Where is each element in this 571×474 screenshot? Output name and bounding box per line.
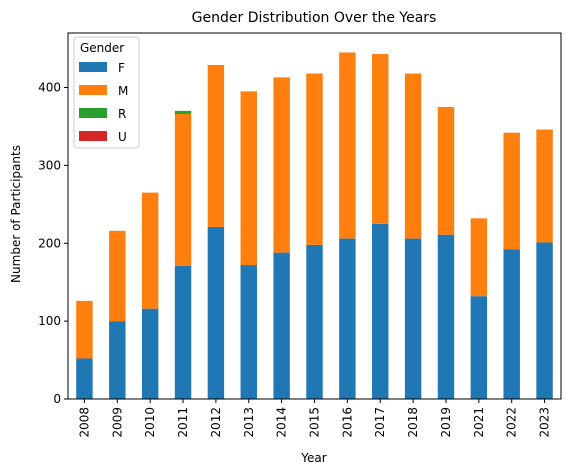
legend-label-R: R xyxy=(118,107,126,121)
bar-M-2015 xyxy=(306,73,323,245)
bar-F-2010 xyxy=(141,308,159,399)
bar-M-2010 xyxy=(141,192,159,309)
y-axis-label: Number of Participants xyxy=(9,145,23,283)
y-tick-label: 400 xyxy=(38,81,61,95)
x-tick-label: 2021 xyxy=(472,407,486,438)
bar-F-2021 xyxy=(470,296,488,399)
x-tick-label: 2018 xyxy=(406,407,420,438)
bars-layer xyxy=(76,52,553,399)
bar-F-2015 xyxy=(306,244,323,399)
x-tick-label: 2011 xyxy=(176,407,190,438)
bar-M-2008 xyxy=(76,300,93,359)
bar-F-2017 xyxy=(372,223,389,399)
x-axis: 2008 2009 2010 2011 2012 2013 2014 2015 2016 2017… xyxy=(77,399,552,438)
y-tick-label: 200 xyxy=(38,236,61,250)
legend-label-M: M xyxy=(118,84,128,98)
bar-M-2017 xyxy=(372,54,389,224)
bar-F-2008 xyxy=(76,358,93,399)
bar-M-2023 xyxy=(536,129,553,243)
bar-M-2011 xyxy=(174,113,192,266)
x-tick-label: 2013 xyxy=(242,407,256,438)
chart-title: Gender Distribution Over the Years xyxy=(192,10,437,26)
x-tick-label: 2017 xyxy=(373,407,387,438)
bar-F-2012 xyxy=(207,226,225,399)
x-tick-label: 2012 xyxy=(209,407,223,438)
y-tick-label: 300 xyxy=(38,158,61,172)
bar-F-2022 xyxy=(503,249,520,399)
legend-label-F: F xyxy=(118,61,125,75)
bar-F-2018 xyxy=(404,238,422,399)
bar-F-2019 xyxy=(437,234,455,399)
bar-F-2016 xyxy=(339,238,356,399)
x-tick-label: 2010 xyxy=(143,407,157,438)
bar-M-2019 xyxy=(437,106,455,235)
y-tick-label: 0 xyxy=(53,392,61,406)
x-tick-label: 2008 xyxy=(77,407,91,438)
x-axis-label: Year xyxy=(300,451,326,465)
legend-swatch-U xyxy=(79,131,107,141)
bar-F-2013 xyxy=(240,265,257,399)
bar-M-2014 xyxy=(273,77,290,253)
bar-M-2018 xyxy=(404,73,422,239)
legend-label-U: U xyxy=(118,130,127,144)
bar-F-2011 xyxy=(174,265,192,399)
x-tick-label: 2022 xyxy=(505,407,519,438)
bar-F-2014 xyxy=(273,252,290,399)
bar-F-2009 xyxy=(109,321,126,399)
x-tick-label: 2023 xyxy=(538,407,552,438)
bar-F-2023 xyxy=(536,242,553,399)
bar-M-2012 xyxy=(207,64,225,227)
bar-M-2022 xyxy=(503,132,520,250)
x-tick-label: 2014 xyxy=(275,407,289,438)
y-tick-label: 100 xyxy=(38,314,61,328)
legend-swatch-F xyxy=(79,62,107,72)
bar-R-2011 xyxy=(174,110,192,114)
legend-title: Gender xyxy=(80,41,124,55)
x-tick-label: 2019 xyxy=(439,407,453,438)
x-tick-label: 2016 xyxy=(340,407,354,438)
legend-swatch-R xyxy=(79,108,107,118)
bar-M-2009 xyxy=(109,230,126,322)
legend-swatch-M xyxy=(79,85,107,95)
bar-M-2013 xyxy=(240,91,257,266)
bar-M-2016 xyxy=(339,52,356,239)
x-tick-label: 2009 xyxy=(110,407,124,438)
bar-M-2021 xyxy=(470,218,488,297)
x-tick-label: 2015 xyxy=(308,407,322,438)
y-axis: 0 100 200 300 400 xyxy=(38,81,68,406)
